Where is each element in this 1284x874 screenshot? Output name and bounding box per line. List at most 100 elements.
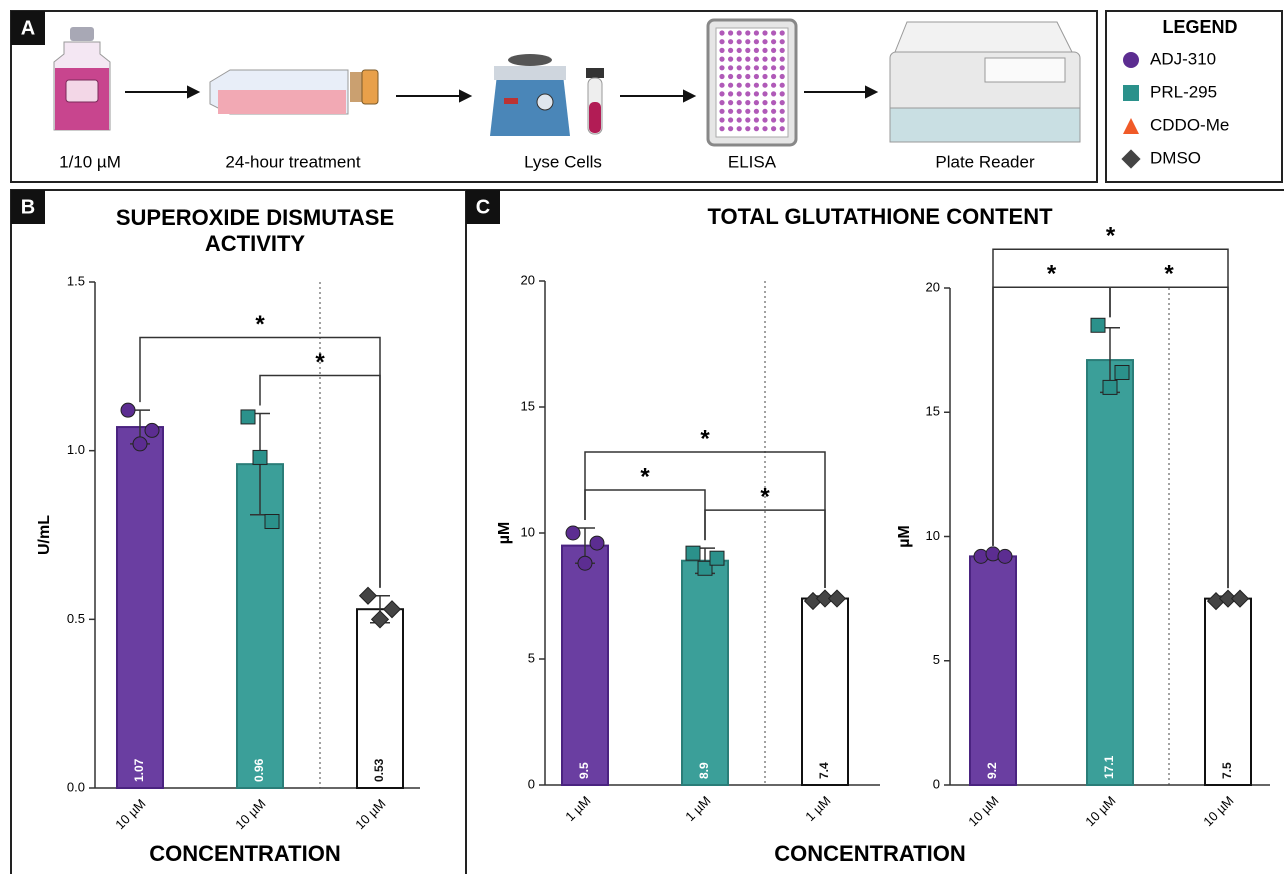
x-axis-label: CONCENTRATION — [774, 841, 965, 866]
well — [780, 83, 785, 88]
bottle-icon — [54, 27, 110, 130]
data-point — [710, 551, 724, 565]
x-tick-label: 10 µM — [352, 796, 388, 832]
data-point — [1091, 318, 1105, 332]
well — [771, 91, 776, 96]
well — [737, 126, 742, 131]
legend-label: DMSO — [1150, 148, 1201, 167]
well — [719, 83, 724, 88]
step-label: ELISA — [728, 152, 777, 171]
value-label: 17.1 — [1102, 755, 1116, 779]
well — [737, 83, 742, 88]
x-tick-label: 10 µM — [965, 793, 1001, 829]
well — [771, 39, 776, 44]
well — [728, 83, 733, 88]
step-label: Plate Reader — [935, 152, 1035, 171]
y-tick-label: 0 — [933, 776, 940, 791]
y-tick-label: 0.0 — [67, 779, 85, 794]
chart-title: SUPEROXIDE DISMUTASE ACTIVITY — [85, 205, 425, 257]
significance-label: * — [760, 483, 770, 510]
y-tick-label: 5 — [933, 652, 940, 667]
well — [719, 100, 724, 105]
legend-label: ADJ-310 — [1150, 49, 1216, 68]
well — [762, 74, 767, 79]
bar — [802, 599, 848, 785]
well — [771, 57, 776, 62]
y-tick-label: 0.5 — [67, 611, 85, 626]
well — [737, 91, 742, 96]
y-tick-label: 1.0 — [67, 442, 85, 457]
significance-label: * — [700, 425, 710, 452]
well — [780, 91, 785, 96]
well — [745, 109, 750, 114]
well — [754, 100, 759, 105]
y-tick-label: 15 — [926, 404, 940, 419]
y-tick-label: 10 — [521, 524, 535, 539]
well — [771, 126, 776, 131]
well — [771, 100, 776, 105]
well — [754, 57, 759, 62]
data-point — [133, 437, 147, 451]
well — [754, 48, 759, 53]
well — [754, 74, 759, 79]
x-tick-label: 10 µM — [1082, 793, 1118, 829]
data-point — [578, 556, 592, 570]
data-point — [1103, 380, 1117, 394]
bar — [682, 561, 728, 785]
well — [771, 65, 776, 70]
well — [737, 65, 742, 70]
well — [745, 126, 750, 131]
value-label: 1.07 — [132, 758, 146, 782]
value-label: 9.2 — [985, 762, 999, 779]
well — [745, 65, 750, 70]
well — [762, 30, 767, 35]
elisa-plate-icon — [708, 20, 796, 145]
well — [754, 39, 759, 44]
canvas: A 1/10 µM24-hour treatm — [0, 0, 1284, 874]
well — [728, 30, 733, 35]
x-tick-label: 10 µM — [1200, 793, 1236, 829]
well — [719, 39, 724, 44]
well — [737, 57, 742, 62]
y-tick-label: 15 — [521, 398, 535, 413]
well — [754, 83, 759, 88]
well — [728, 74, 733, 79]
well — [728, 48, 733, 53]
well — [728, 109, 733, 114]
well — [780, 57, 785, 62]
y-axis-label: U/mL — [36, 515, 53, 555]
well — [762, 57, 767, 62]
data-point — [566, 526, 580, 540]
value-label: 8.9 — [697, 762, 711, 779]
well — [754, 91, 759, 96]
y-axis-label: µM — [496, 522, 513, 545]
legend-marker — [1123, 52, 1139, 68]
well — [728, 91, 733, 96]
well — [780, 39, 785, 44]
well — [771, 30, 776, 35]
data-point — [1115, 365, 1129, 379]
well — [728, 57, 733, 62]
well — [780, 74, 785, 79]
value-label: 0.53 — [372, 758, 386, 782]
data-point — [241, 410, 255, 424]
y-tick-label: 20 — [521, 272, 535, 287]
y-tick-label: 0 — [528, 776, 535, 791]
x-tick-label: 1 µM — [802, 793, 833, 824]
well — [728, 100, 733, 105]
value-label: 9.5 — [577, 762, 591, 779]
bar — [970, 556, 1016, 785]
well — [762, 109, 767, 114]
legend-label: PRL-295 — [1150, 82, 1217, 101]
value-label: 7.5 — [1220, 762, 1234, 779]
well — [719, 109, 724, 114]
well — [762, 83, 767, 88]
x-tick-label: 10 µM — [232, 796, 268, 832]
y-tick-label: 20 — [926, 279, 940, 294]
legend-marker — [1123, 118, 1139, 134]
well — [719, 74, 724, 79]
well — [780, 100, 785, 105]
well — [762, 100, 767, 105]
well — [780, 126, 785, 131]
well — [754, 117, 759, 122]
